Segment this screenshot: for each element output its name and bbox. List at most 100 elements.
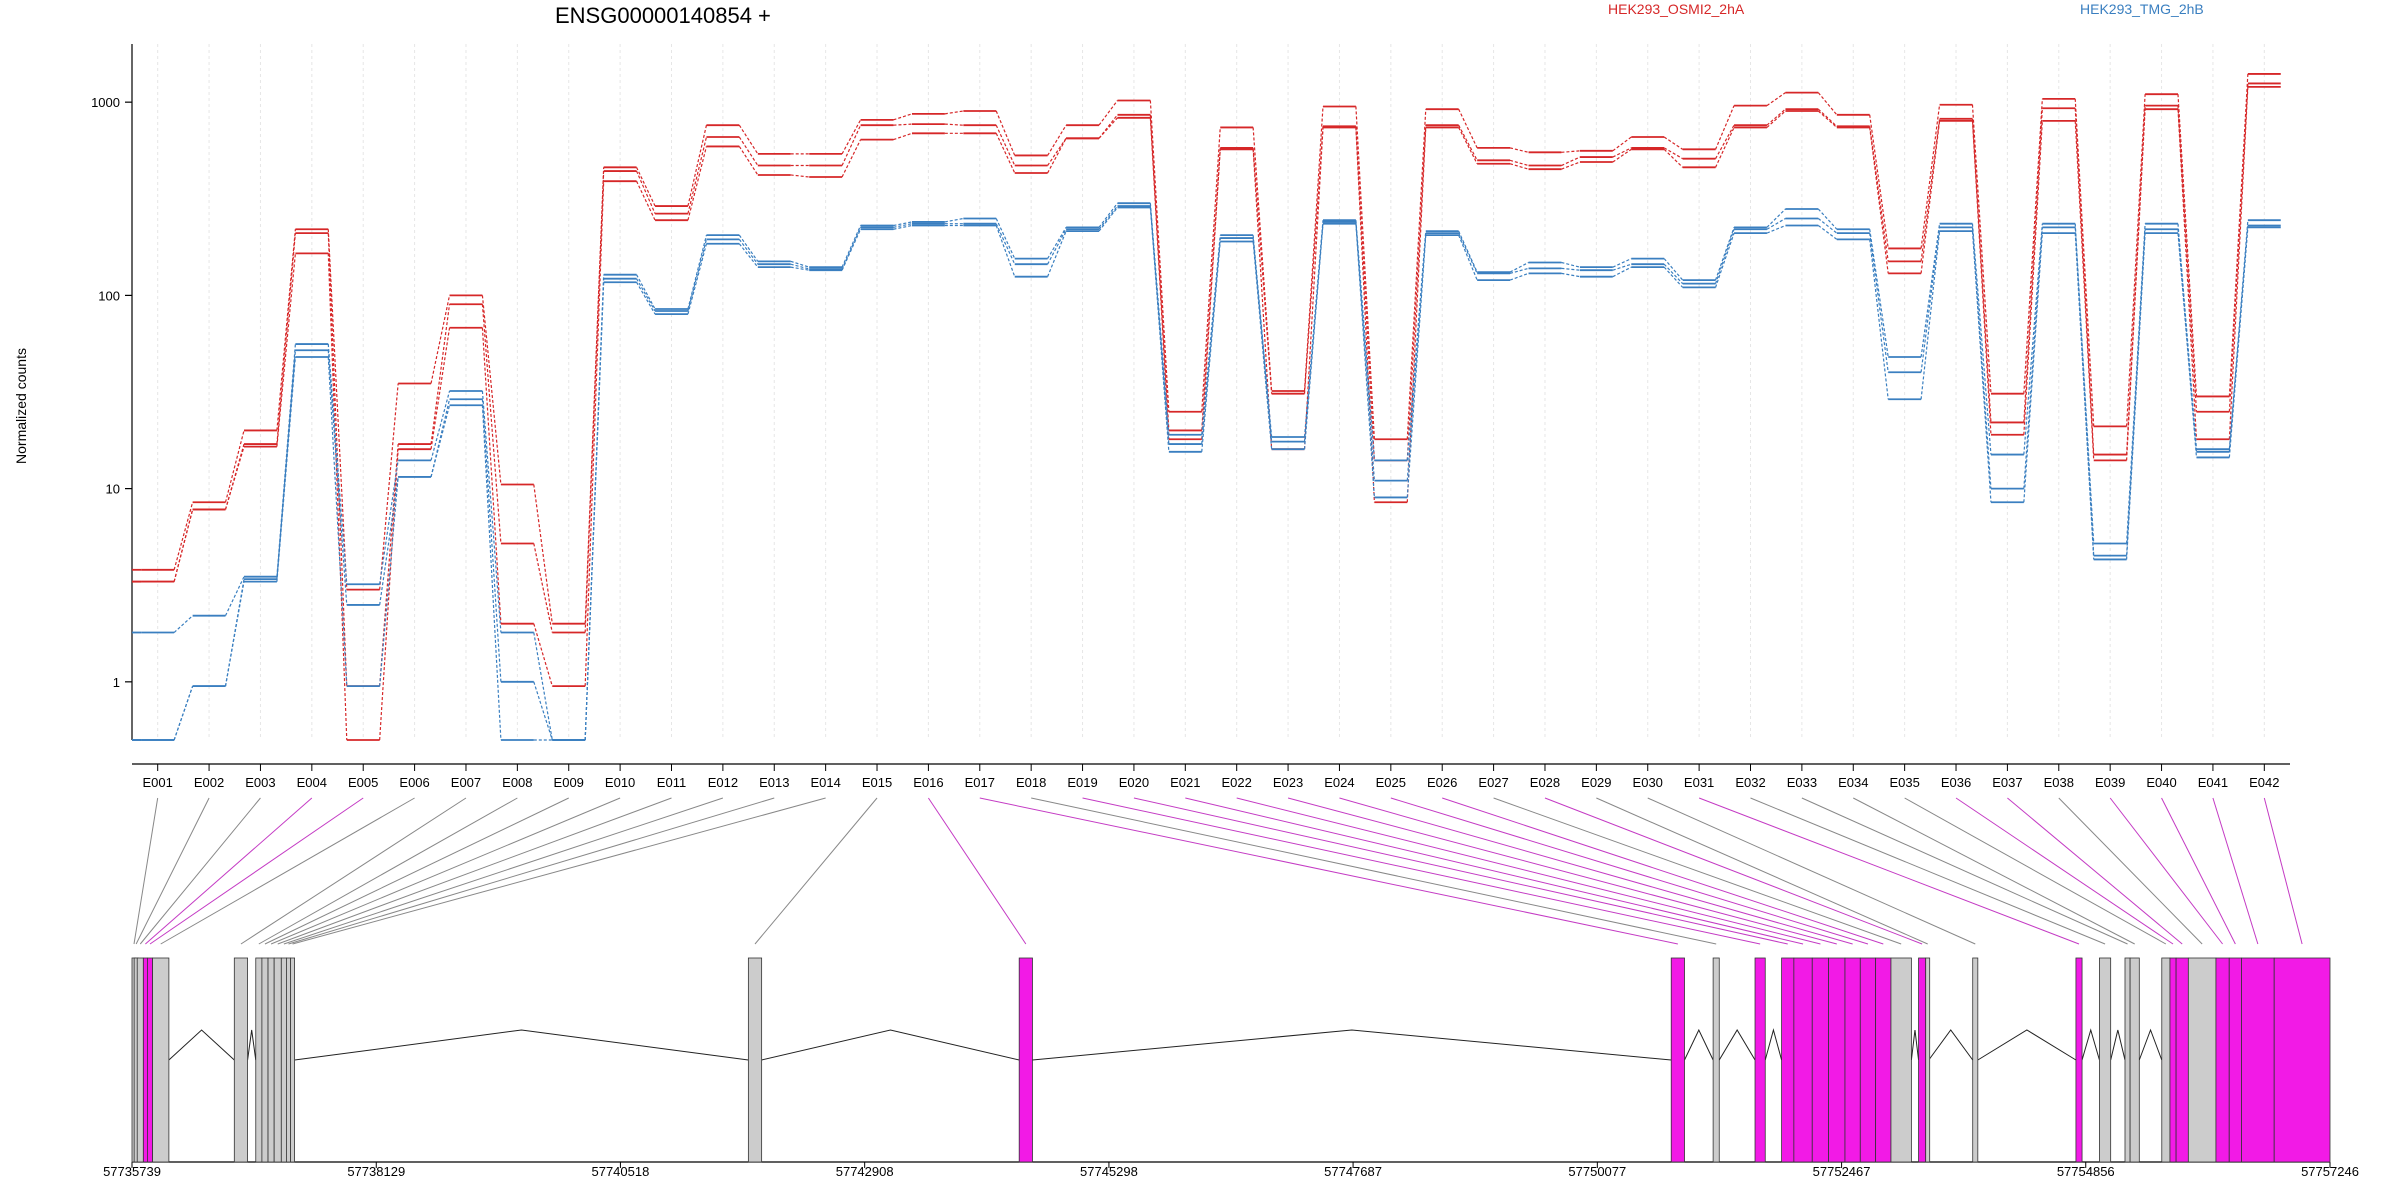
series-connector xyxy=(1766,92,1786,107)
x-tick-label: E012 xyxy=(708,775,738,790)
series-connector xyxy=(2177,233,2198,458)
series-connector xyxy=(430,399,451,478)
exon-connector xyxy=(292,797,826,945)
x-tick-label: E018 xyxy=(1016,775,1046,790)
exon-box xyxy=(2228,957,2242,1163)
series-connector xyxy=(1047,230,1067,277)
series-connector xyxy=(1971,231,1992,503)
x-tick-label: E025 xyxy=(1376,775,1406,790)
y-tick-label: 100 xyxy=(98,288,120,303)
exon-box xyxy=(747,957,763,1163)
series-connector xyxy=(1869,233,1889,373)
series-connector xyxy=(1149,117,1170,440)
series-connector xyxy=(1355,126,1375,461)
series-connector xyxy=(327,253,348,741)
series-connector xyxy=(893,224,913,230)
exon-box xyxy=(2169,957,2177,1163)
series-connector xyxy=(841,225,862,268)
series-connector xyxy=(1715,124,1735,159)
intron-line xyxy=(168,1029,235,1061)
series-connector xyxy=(1098,100,1118,126)
exon-box xyxy=(136,957,144,1163)
series-connector xyxy=(2228,73,2249,397)
genomic-tick-label: 57757246 xyxy=(2301,1164,2359,1179)
exon-connector xyxy=(1904,797,2167,945)
series-connector xyxy=(738,238,759,265)
series-connector xyxy=(481,295,502,485)
series-connector xyxy=(1766,217,1786,230)
series-connector xyxy=(636,278,656,312)
series-connector xyxy=(841,139,862,178)
chart-title: ENSG00000140854 + xyxy=(555,3,771,28)
intron-line xyxy=(2081,1028,2100,1061)
series-connector xyxy=(738,234,759,262)
exon-box xyxy=(2187,957,2217,1163)
intron-line xyxy=(2138,1028,2163,1061)
series-connector xyxy=(687,136,708,214)
plot-area: 1 10 100 1000 E001 E002 E003 E004 E005 E006 E007 E0… xyxy=(91,44,2290,790)
series-connector xyxy=(995,133,1016,174)
exon-connector xyxy=(139,797,261,945)
series-connector xyxy=(790,260,810,268)
exon-connector xyxy=(927,797,1027,945)
exon-connector xyxy=(288,797,775,945)
series-connector xyxy=(533,543,553,633)
series-connector xyxy=(173,502,194,570)
series-connector xyxy=(893,113,913,121)
series-connector xyxy=(327,229,348,590)
series-connector xyxy=(1612,148,1632,163)
intron-line xyxy=(761,1029,1020,1061)
series-connector xyxy=(790,266,810,271)
series-connector xyxy=(1612,147,1632,158)
genomic-tick-label: 57735739 xyxy=(103,1164,161,1179)
exon-box xyxy=(2124,957,2131,1163)
x-tick-label: E033 xyxy=(1787,775,1817,790)
exon-box xyxy=(2175,957,2189,1163)
series-connector xyxy=(173,685,194,741)
legend-entry-osmi2: HEK293_OSMI2_2hA xyxy=(1608,1,1745,17)
x-tick-label: E034 xyxy=(1838,775,1868,790)
series-connector xyxy=(1561,150,1580,153)
series-connector xyxy=(173,509,194,582)
series-connector xyxy=(1766,208,1786,228)
series-connector xyxy=(1714,227,1735,281)
x-tick-label: E009 xyxy=(554,775,584,790)
exon-box xyxy=(147,957,153,1163)
series-connector xyxy=(1920,104,1941,249)
series-connector xyxy=(1715,105,1735,150)
series-connector xyxy=(1561,272,1581,278)
series-connector xyxy=(173,615,194,633)
series-connector xyxy=(224,446,245,510)
series-connector xyxy=(1817,110,1838,128)
exon-box xyxy=(142,957,148,1163)
series-connector xyxy=(1458,108,1478,149)
series-connector xyxy=(636,170,656,214)
x-tick-label: E010 xyxy=(605,775,635,790)
series-connector xyxy=(1201,241,1221,452)
series-connector xyxy=(481,399,502,682)
series-connector xyxy=(379,476,399,606)
exon-box xyxy=(2075,957,2083,1163)
series-connector xyxy=(738,146,759,176)
exon-box xyxy=(2241,957,2275,1163)
exon-connector xyxy=(2263,797,2303,945)
x-tick-label: E008 xyxy=(502,775,532,790)
series-connector xyxy=(2074,233,2095,560)
exon-box xyxy=(1018,957,1033,1163)
x-tick-label: E014 xyxy=(810,775,840,790)
series-connector xyxy=(2074,108,2095,455)
x-tick-label: E002 xyxy=(194,775,224,790)
series-connector xyxy=(1252,127,1273,392)
series-connector xyxy=(533,484,553,624)
series-connector xyxy=(1201,127,1221,412)
series-connector xyxy=(276,229,296,431)
series-connector xyxy=(379,449,399,741)
exon-connector xyxy=(2007,797,2183,945)
series-connector xyxy=(995,110,1016,156)
exon-box xyxy=(2099,957,2112,1163)
series-connector xyxy=(841,227,862,270)
series-connector xyxy=(1920,223,1941,358)
intron-line xyxy=(1977,1029,2077,1061)
x-tick-label: E038 xyxy=(2044,775,2074,790)
y-tick-label: 1 xyxy=(113,675,120,690)
